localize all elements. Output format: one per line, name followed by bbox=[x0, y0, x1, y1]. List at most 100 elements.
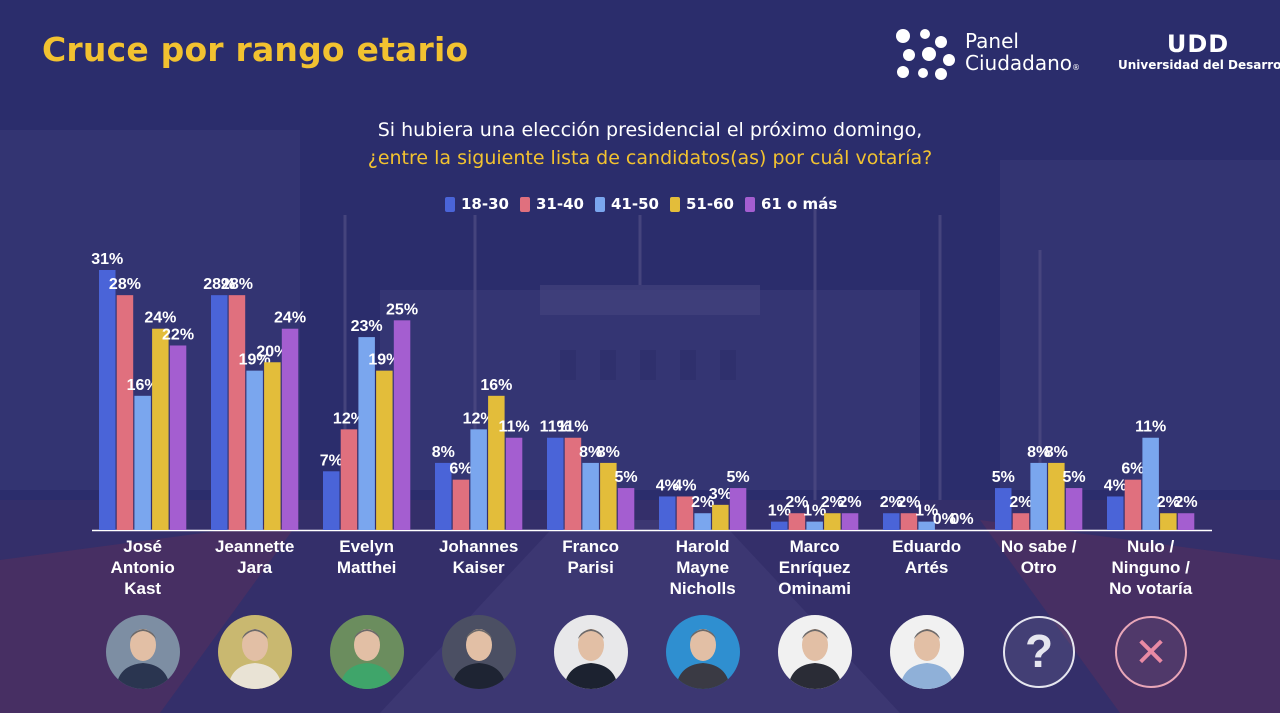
bar-18-30-marco-enriquez-ominami bbox=[771, 521, 788, 530]
legend-item-61-mas: 61 o más bbox=[744, 195, 838, 213]
avatar-nulo-ninguno-no-votaria: ✕ bbox=[1114, 615, 1188, 689]
legend-label: 18-30 bbox=[461, 195, 509, 213]
data-label-31-40-nulo-ninguno-no-votaria: 6% bbox=[1121, 461, 1144, 478]
bar-41-50-jose-antonio-kast bbox=[134, 395, 151, 530]
bar-18-30-harold-mayne-nicholls bbox=[659, 496, 676, 530]
question-mark-icon: ? bbox=[1002, 616, 1075, 688]
panel-logo-line1: Panel bbox=[965, 29, 1019, 53]
legend-item-51-60: 51-60 bbox=[669, 195, 734, 213]
candidate-photo bbox=[777, 615, 852, 689]
bar-41-50-harold-mayne-nicholls bbox=[694, 513, 711, 530]
data-label-61-o-mas-johannes-kaiser: 11% bbox=[498, 419, 529, 436]
data-label-41-50-franco-parisi: 8% bbox=[579, 444, 602, 461]
data-label-18-30-jeannette-jara: 28% bbox=[203, 276, 235, 293]
panel-ciudadano-logo: Panel Ciudadano® bbox=[895, 28, 1110, 80]
data-label-51-60-harold-mayne-nicholls: 3% bbox=[709, 486, 732, 503]
bar-61-o-mas-jose-antonio-kast bbox=[169, 345, 187, 530]
panel-ciudadano-dots-icon bbox=[896, 29, 955, 80]
bar-18-30-evelyn-matthei bbox=[323, 471, 340, 530]
data-label-41-50-nulo-ninguno-no-votaria: 11% bbox=[1135, 419, 1166, 436]
avatar-eduardo-artes bbox=[889, 615, 964, 689]
bar-61-o-mas-franco-parisi bbox=[617, 488, 635, 530]
bar-31-40-eduardo-artes bbox=[900, 513, 918, 530]
category-label-johannes-kaiser: Johannes Kaiser bbox=[439, 537, 518, 577]
bar-group-evelyn-matthei: 7% 12% 23% 19% 25% bbox=[320, 301, 418, 530]
data-label-18-30-johannes-kaiser: 8% bbox=[432, 444, 455, 461]
candidate-photo bbox=[217, 615, 292, 689]
question-line-2: ¿entre la siguiente lista de candidatos(… bbox=[367, 147, 933, 169]
bar-51-60-no-sabe-otro bbox=[1048, 462, 1065, 530]
data-label-41-50-jeannette-jara: 19% bbox=[239, 352, 271, 369]
survey-question: Si hubiera una elección presidencial el … bbox=[300, 116, 1000, 172]
bar-31-40-jeannette-jara bbox=[228, 295, 246, 530]
avatar-jeannette-jara bbox=[217, 615, 292, 689]
page-title: Cruce por rango etario bbox=[42, 30, 469, 69]
data-label-51-60-no-sabe-otro: 8% bbox=[1045, 444, 1068, 461]
bar-51-60-franco-parisi bbox=[600, 462, 617, 530]
data-label-18-30-evelyn-matthei: 7% bbox=[320, 452, 343, 469]
bar-group-jeannette-jara: 28%28% 19%20% 24% bbox=[203, 276, 306, 530]
candidate-photo bbox=[553, 615, 628, 689]
bar-41-50-jeannette-jara bbox=[246, 370, 263, 530]
avatar-no-sabe-otro: ? bbox=[1002, 615, 1076, 689]
data-label-61-o-mas-harold-mayne-nicholls: 5% bbox=[726, 469, 749, 486]
data-label-31-40-evelyn-matthei: 12% bbox=[333, 410, 365, 427]
data-label-18-30-eduardo-artes: 2% bbox=[880, 494, 903, 511]
legend-swatch bbox=[669, 196, 680, 212]
bar-61-o-mas-nulo-ninguno-no-votaria bbox=[1177, 513, 1195, 530]
udd-logo-subtitle: Universidad del Desarrollo bbox=[1118, 58, 1280, 72]
bar-18-30-no-sabe-otro bbox=[995, 488, 1012, 530]
question-line-1: Si hubiera una elección presidencial el … bbox=[377, 119, 923, 141]
data-label-51-60-jose-antonio-kast: 24% bbox=[144, 310, 176, 327]
bar-51-60-jose-antonio-kast bbox=[152, 328, 169, 530]
bar-18-30-johannes-kaiser bbox=[435, 462, 452, 530]
bar-18-30-nulo-ninguno-no-votaria bbox=[1107, 496, 1124, 530]
bar-18-30-jose-antonio-kast bbox=[99, 270, 116, 530]
data-label-61-o-mas-no-sabe-otro: 5% bbox=[1062, 469, 1085, 486]
avatar-evelyn-matthei bbox=[329, 615, 404, 689]
bar-41-50-evelyn-matthei bbox=[358, 337, 375, 530]
category-label-harold-mayne-nicholls: Harold Mayne Nicholls bbox=[670, 537, 736, 598]
avatar-jose-antonio-kast bbox=[105, 615, 180, 689]
data-label-18-30-harold-mayne-nicholls: 4% bbox=[656, 477, 679, 494]
data-label-51-60-franco-parisi: 8% bbox=[597, 444, 620, 461]
data-label-41-50-harold-mayne-nicholls: 2% bbox=[691, 494, 714, 511]
cross-icon: ✕ bbox=[1114, 616, 1187, 688]
category-label-evelyn-matthei: Evelyn Matthei bbox=[337, 537, 397, 577]
data-label-18-30-no-sabe-otro: 5% bbox=[992, 469, 1015, 486]
svg-text:✕: ✕ bbox=[1134, 630, 1168, 676]
bar-group-eduardo-artes: 2%2%1%0%0% bbox=[880, 494, 974, 530]
data-label-61-o-mas-franco-parisi: 5% bbox=[614, 469, 637, 486]
bar-51-60-nulo-ninguno-no-votaria bbox=[1160, 513, 1177, 530]
bar-31-40-harold-mayne-nicholls bbox=[676, 496, 694, 530]
data-label-31-40-harold-mayne-nicholls: 4% bbox=[673, 477, 696, 494]
bar-group-johannes-kaiser: 8%6% 12% 16% 11% bbox=[432, 377, 530, 530]
avatar-franco-parisi bbox=[553, 615, 628, 689]
data-label-18-30-marco-enriquez-ominami: 1% bbox=[768, 503, 791, 520]
bar-group-marco-enriquez-ominami: 1%2%1%2%2% bbox=[768, 494, 862, 530]
bar-group-no-sabe-otro: 5% 2% 8%8% 5% bbox=[992, 444, 1086, 530]
legend-label: 31-40 bbox=[535, 195, 584, 213]
svg-text:?: ? bbox=[1025, 625, 1053, 677]
data-label-51-60-marco-enriquez-ominami: 2% bbox=[821, 494, 844, 511]
data-label-18-30-franco-parisi: 11% bbox=[540, 419, 571, 436]
data-label-51-60-eduardo-artes: 0% bbox=[933, 511, 956, 528]
bar-31-40-franco-parisi bbox=[564, 437, 582, 530]
bar-51-60-evelyn-matthei bbox=[376, 370, 393, 530]
legend-swatch bbox=[744, 196, 755, 212]
category-label-marco-enriquez-ominami: Marco Enríquez Ominami bbox=[778, 537, 851, 598]
bar-18-30-eduardo-artes bbox=[883, 513, 900, 530]
candidate-photo bbox=[441, 615, 516, 689]
category-label-franco-parisi: Franco Parisi bbox=[562, 537, 619, 577]
bar-61-o-mas-evelyn-matthei bbox=[393, 320, 411, 530]
bar-41-50-nulo-ninguno-no-votaria bbox=[1142, 437, 1159, 530]
bar-61-o-mas-no-sabe-otro bbox=[1065, 488, 1083, 530]
data-label-18-30-nulo-ninguno-no-votaria: 4% bbox=[1104, 477, 1127, 494]
bar-41-50-no-sabe-otro bbox=[1030, 462, 1047, 530]
bar-31-40-no-sabe-otro bbox=[1012, 513, 1030, 530]
data-label-41-50-johannes-kaiser: 12% bbox=[463, 410, 495, 427]
legend-label: 61 o más bbox=[760, 195, 838, 213]
data-label-31-40-no-sabe-otro: 2% bbox=[1009, 494, 1032, 511]
data-label-41-50-evelyn-matthei: 23% bbox=[351, 318, 383, 335]
legend-item-41-50: 41-50 bbox=[594, 195, 659, 213]
